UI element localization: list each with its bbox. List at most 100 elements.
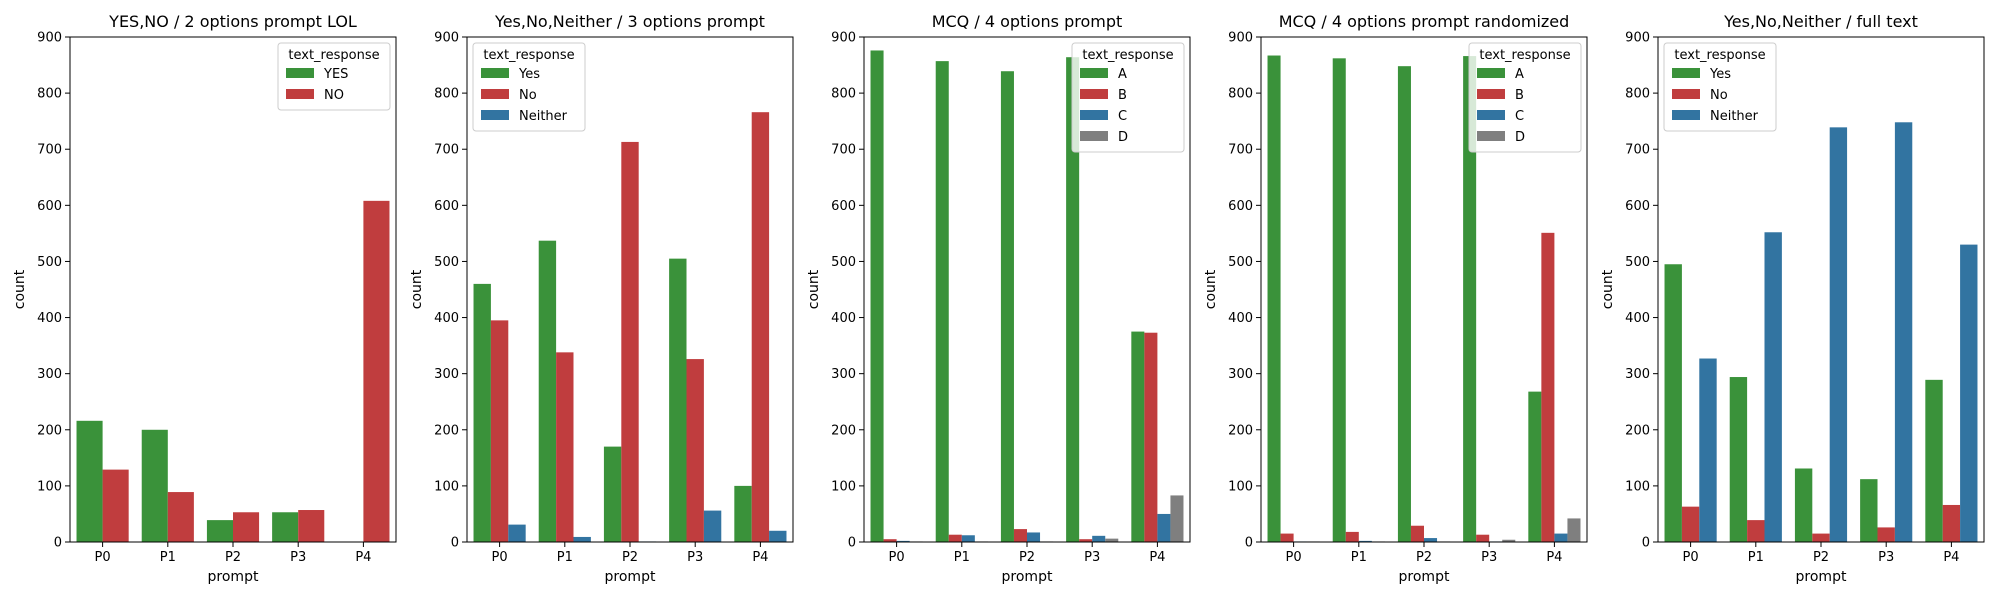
y-tick-label: 100: [1625, 479, 1650, 494]
bar-neither-p3: [703, 510, 722, 542]
y-tick-label: 400: [1228, 311, 1253, 326]
x-tick-label: P2: [1019, 550, 1035, 565]
x-tick-label: P1: [557, 550, 573, 565]
x-tick-label: P1: [160, 550, 176, 565]
bar-b-p2: [1013, 529, 1027, 542]
y-tick-label: 900: [1625, 31, 1650, 46]
y-tick-label: 600: [831, 199, 856, 214]
legend-title: text_response: [1479, 48, 1570, 63]
legend-swatch-d: [1080, 131, 1108, 141]
bar-c-p0: [896, 540, 910, 542]
y-tick-label: 0: [1642, 536, 1650, 551]
legend-label-d: D: [1515, 130, 1525, 145]
legend: text_response Yes No Neither: [1663, 42, 1777, 132]
bar-no-p0: [490, 320, 509, 542]
bar-c-p1: [1358, 540, 1372, 542]
bar-yes-p0: [1664, 264, 1682, 542]
y-tick-label: 800: [831, 87, 856, 102]
bar-b-p1: [1345, 531, 1359, 542]
chart-title: MCQ / 4 options prompt: [932, 12, 1123, 31]
x-tick-label: P4: [355, 550, 371, 565]
legend-swatch-yes: [481, 68, 509, 78]
bar-d-p3: [1502, 539, 1516, 542]
legend-label-no: NO: [324, 88, 344, 103]
y-tick-label: 0: [54, 536, 62, 551]
bar-c-p2: [1027, 532, 1041, 542]
y-tick-label: 500: [1625, 255, 1650, 270]
bar-neither-p3: [1894, 122, 1913, 543]
x-tick-label: P2: [622, 550, 638, 565]
legend-label-no: No: [519, 88, 537, 103]
x-tick-label: P0: [1683, 550, 1699, 565]
x-tick-label: P2: [225, 550, 241, 565]
bar-neither-p1: [573, 536, 591, 542]
legend-label-d: D: [1118, 130, 1128, 145]
bar-no-p3: [298, 510, 325, 542]
x-tick-label: P3: [1084, 550, 1100, 565]
bar-yes-p2: [206, 520, 233, 542]
x-tick-label: P2: [1813, 550, 1829, 565]
y-tick-label: 300: [831, 367, 856, 382]
chart-title: MCQ / 4 options prompt randomized: [1279, 12, 1570, 31]
y-tick-label: 800: [434, 87, 459, 102]
bar-b-p0: [1280, 533, 1294, 542]
chart-panel-1: Yes,No,Neither / 3 options prompt 0 100 200…: [409, 12, 794, 585]
legend-title: text_response: [1082, 48, 1173, 63]
bar-yes-p4: [1925, 379, 1943, 542]
y-tick-label: 900: [37, 31, 62, 46]
legend-label-c: C: [1515, 109, 1524, 124]
x-tick-label: P4: [1546, 550, 1562, 565]
legend-title: text_response: [483, 48, 574, 63]
legend-label-yes: Yes: [518, 67, 540, 82]
y-tick-label: 300: [1625, 367, 1650, 382]
y-tick-label: 200: [831, 423, 856, 438]
bar-a-p1: [1332, 58, 1346, 542]
y-tick-label: 400: [37, 311, 62, 326]
bar-d-p4: [1170, 495, 1184, 542]
bar-c-p2: [1424, 538, 1438, 542]
bar-yes-p1: [1729, 377, 1748, 542]
y-axis-label: count: [1600, 269, 1616, 309]
bar-yes-p0: [473, 283, 491, 542]
legend-label-c: C: [1118, 109, 1127, 124]
bar-c-p4: [1554, 533, 1568, 542]
bar-a-p0: [870, 50, 884, 542]
bar-a-p3: [1066, 57, 1080, 542]
y-tick-label: 600: [434, 199, 459, 214]
bar-yes-p4: [734, 485, 752, 542]
bar-c-p4: [1157, 513, 1171, 542]
bar-yes-p3: [669, 258, 687, 542]
bar-no-p4: [363, 200, 390, 542]
y-tick-label: 100: [1228, 479, 1253, 494]
bar-b-p4: [1541, 232, 1555, 543]
bar-neither-p4: [769, 530, 787, 542]
legend-box: [472, 42, 586, 132]
bar-a-p4: [1131, 331, 1145, 542]
legend-swatch-no: [481, 89, 509, 99]
bar-no-p2: [233, 512, 260, 542]
bar-b-p4: [1144, 332, 1158, 542]
legend-label-neither: Neither: [519, 109, 568, 124]
chart-title: Yes,No,Neither / full text: [1723, 12, 1918, 31]
y-tick-label: 0: [848, 536, 856, 551]
x-axis-label: prompt: [208, 569, 259, 585]
y-tick-label: 500: [831, 255, 856, 270]
legend-label-b: B: [1118, 88, 1127, 103]
bar-no-p4: [751, 112, 770, 542]
legend-swatch-a: [1477, 68, 1505, 78]
bar-yes-p1: [538, 240, 557, 542]
bar-d-p4: [1567, 518, 1581, 542]
legend-title: text_response: [1674, 48, 1765, 63]
y-tick-label: 800: [1228, 87, 1253, 102]
bar-c-p3: [1092, 535, 1106, 542]
x-tick-label: P3: [1481, 550, 1497, 565]
y-tick-label: 600: [1625, 199, 1650, 214]
y-tick-label: 200: [434, 423, 459, 438]
bar-no-p1: [167, 492, 194, 542]
legend: text_response YES NO: [277, 42, 391, 111]
legend-swatch-neither: [481, 110, 509, 120]
bar-neither-p1: [1764, 232, 1782, 542]
bar-yes-p2: [603, 446, 622, 542]
y-tick-label: 300: [1228, 367, 1253, 382]
